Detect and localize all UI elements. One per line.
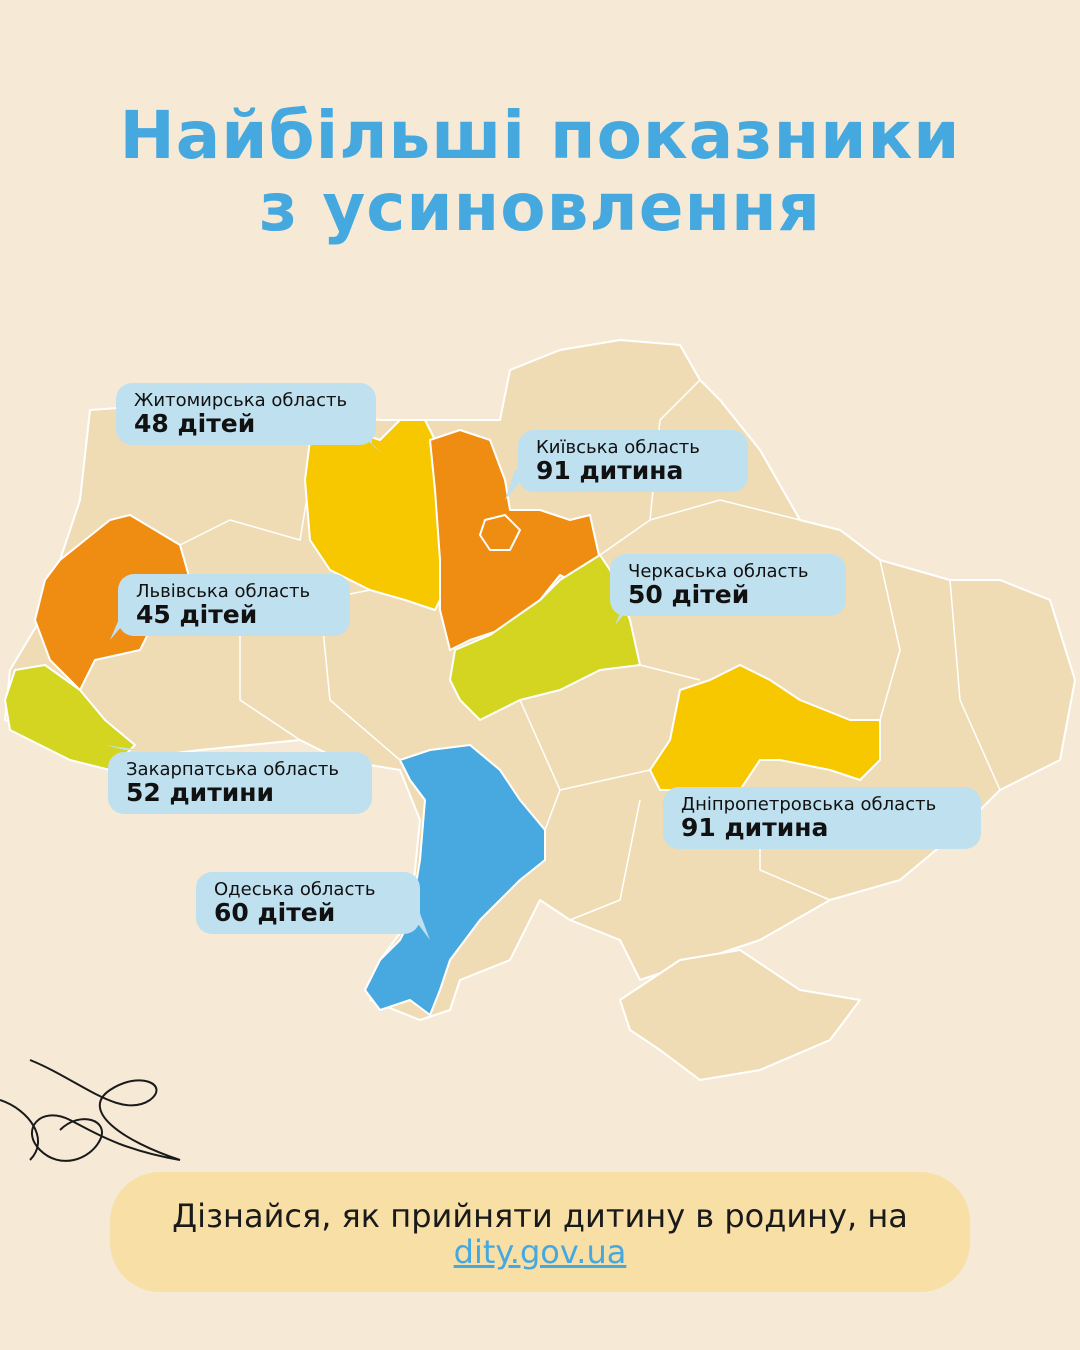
signature-scribble — [0, 1059, 181, 1162]
region-kyiv-city[interactable] — [479, 514, 521, 551]
region-lviv[interactable] — [34, 514, 191, 691]
callout-zakarpattia: Закарпатська область 52 дитини — [108, 752, 372, 814]
callout-dnipropetrovsk: Дніпропетровська область 91 дитина — [663, 787, 981, 849]
page-title: Найбільші показники з усиновлення — [119, 97, 961, 246]
region-dnipropetrovsk[interactable] — [649, 664, 881, 791]
map-crimea — [619, 949, 861, 1081]
callout-cherkasy: Черкаська область 50 дітей — [610, 554, 846, 616]
footer-banner: Дізнайся, як прийняти дитину в родину, н… — [110, 1172, 970, 1292]
callout-zhytomyr: Житомирська область 48 дітей — [116, 383, 376, 445]
footer-text: Дізнайся, як прийняти дитину в родину, н… — [172, 1197, 908, 1235]
website-link[interactable]: dity.gov.ua — [453, 1233, 627, 1271]
callout-lviv: Львівська область 45 дітей — [118, 574, 350, 636]
region-cherkasy[interactable] — [449, 554, 641, 721]
callout-odesa: Одеська область 60 дітей — [196, 872, 420, 934]
callout-kyiv: Київська область 91 дитина — [518, 430, 748, 492]
